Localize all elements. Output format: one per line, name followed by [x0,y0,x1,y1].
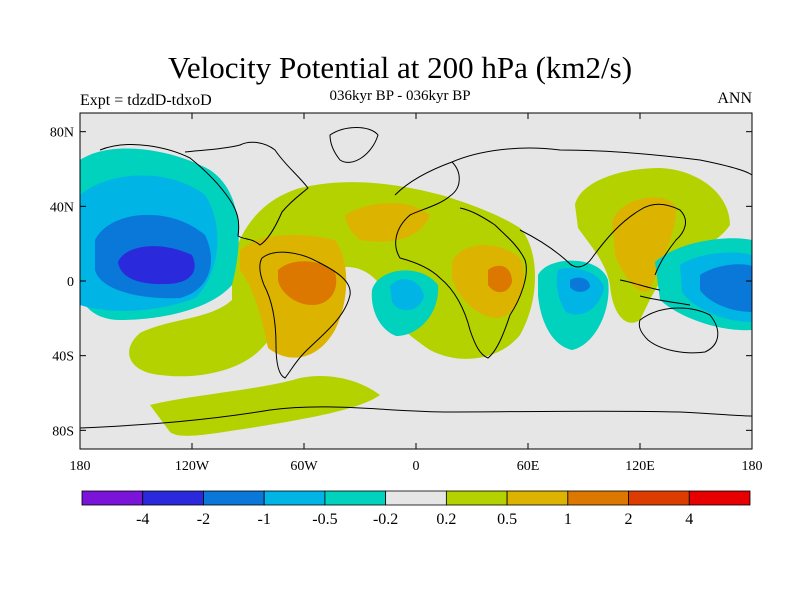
x-tick-label: 120E [625,459,655,474]
coast-maritime [619,279,691,306]
colorbar-swatch [81,490,144,506]
colorbar-label: 4 [685,511,693,528]
colorbar-swatch [567,490,629,506]
axis-ticks: 180 120W 60W 0 60E 120E 180 80N 40N 0 40S 80S [50,113,763,474]
y-tick-label: 80S [52,424,74,439]
colorbar: -4 -2 -1 -0.5 -0.2 0.2 0.5 1 2 4 [81,490,751,528]
colorbar-label: -4 [136,511,149,528]
colorbar-label: -0.5 [312,511,337,528]
contour-positive-atlantic-africa [129,182,536,377]
colorbar-swatch [324,490,387,506]
x-tick-label: 180 [742,459,763,474]
contour-negative-atlantic-core [390,279,424,311]
colorbar-swatch [263,490,326,506]
coast-asia [451,147,752,276]
x-tick-label: 180 [70,459,91,474]
y-tick-label: 80N [50,126,74,141]
colorbar-label: 0.2 [436,511,456,528]
colorbar-label: 1 [564,511,572,528]
colorbar-swatch [142,490,204,506]
y-tick-label: 40N [50,200,74,215]
contour-core-east-asia [612,197,676,292]
coast-south-america [259,251,351,379]
contour-negative-indian-deep [570,277,590,292]
colorbar-swatch [506,490,569,506]
colorbar-label: -0.2 [373,511,398,528]
colorbar-label: 2 [625,511,633,528]
colorbar-swatch [445,490,508,506]
colorbar-swatch [628,490,690,506]
coastlines [80,127,752,429]
coast-north-america [99,141,309,246]
plot-title: Velocity Potential at 200 hPa (km2/s) [167,50,633,85]
coast-europe-africa [394,161,527,359]
colorbar-swatch [203,490,265,506]
x-tick-label: 0 [413,459,420,474]
x-tick-label: 60W [290,459,318,474]
contour-negative-pacific-core [118,246,195,285]
colorbar-swatch [385,490,447,506]
x-tick-label: 120W [175,459,210,474]
y-tick-label: 40S [52,350,74,365]
contour-fill [80,148,752,436]
contour-negative-west-pacific-deep [700,264,752,312]
colorbar-label: -1 [258,511,271,528]
colorbar-label: 0.5 [497,511,517,528]
coast-australia [638,307,719,354]
contour-core-ea-inner [488,265,512,293]
contour-core-north-atlantic [345,202,430,242]
season-label: ANN [717,90,752,107]
coast-antarctica [80,406,752,429]
y-tick-label: 0 [67,275,74,290]
plot-subtitle: 036kyr BP - 036kyr BP [329,88,471,104]
contour-core-east-africa [452,244,524,319]
coast-greenland [329,127,379,163]
x-tick-label: 60E [517,459,540,474]
colorbar-swatch [688,490,751,506]
contour-core-sa-inner [278,261,337,305]
experiment-label: Expt = tdzdD-tdxoD [80,92,212,109]
colorbar-label: -2 [197,511,210,528]
contour-positive-southern [150,375,380,436]
